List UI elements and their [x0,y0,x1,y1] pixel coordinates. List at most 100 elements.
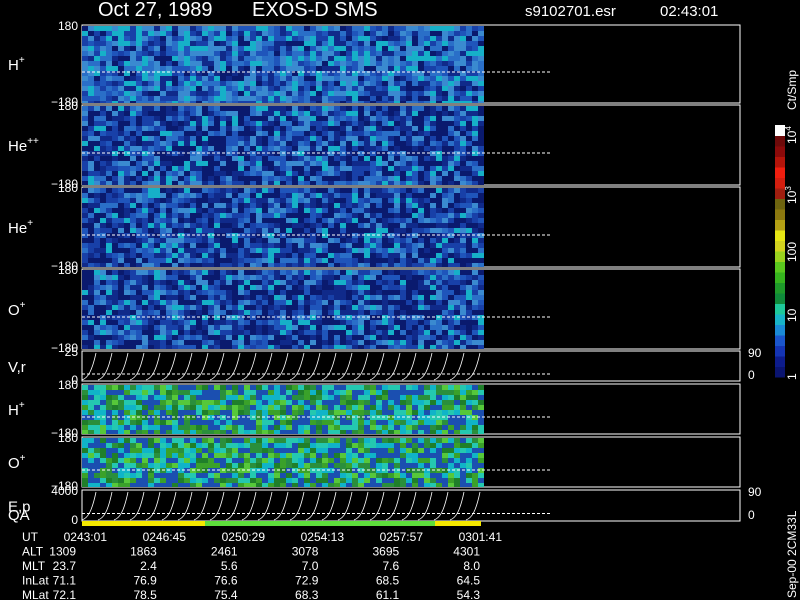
spectrogram-cell [424,258,430,263]
spectrogram-cell [178,300,184,305]
spectrogram-cell [406,340,412,345]
spectrogram-cell [208,96,214,101]
spectrogram-cell [196,86,202,91]
spectrogram-cell [166,420,172,425]
spectrogram-cell [448,415,454,420]
spectrogram-cell [172,410,178,415]
spectrogram-cell [142,310,148,315]
spectrogram-cell [124,345,130,349]
spectrogram-cell [346,300,352,305]
spectrogram-cell [298,106,304,111]
spectrogram-cell [472,101,478,103]
spectrogram-cell [100,310,106,315]
spectrogram-cell [292,71,298,76]
spectrogram-cell [130,181,136,185]
spectrogram-cell [466,203,472,208]
spectrogram-cell [406,96,412,101]
spectrogram-cell [232,146,238,151]
spectrogram-cell [184,305,190,310]
spectrogram-cell [322,46,328,51]
spectrogram-cell [160,270,166,275]
spectrogram-cell [370,166,376,171]
spectrogram-cell [412,315,418,320]
spectrogram-cell [352,300,358,305]
spectrogram-cell [274,420,280,425]
spectrogram-cell [364,243,370,248]
spectrogram-cell [118,198,124,203]
spectrogram-cell [226,181,232,185]
spectrogram-cell [166,126,172,131]
spectrogram-cell [274,325,280,330]
spectrogram-cell [418,310,424,315]
spectrogram-cell [184,66,190,71]
spectrogram-cell [406,136,412,141]
spectrogram-cell [214,300,220,305]
spectrogram-cell [286,405,292,410]
spectrogram-cell [142,248,148,253]
spectrogram-cell [346,141,352,146]
spectrogram-cell [238,290,244,295]
spectrogram-cell [334,430,340,434]
spectrogram-cell [382,61,388,66]
spectrogram-cell [424,223,430,228]
spectrogram-cell [280,111,286,116]
spectrogram-cell [112,136,118,141]
spectrogram-cell [286,280,292,285]
spectrogram-cell [160,66,166,71]
spectrogram-cell [178,36,184,41]
spectrogram-cell [142,253,148,258]
spectrogram-cell [82,171,88,176]
spectrogram-cell [382,300,388,305]
spectrogram-cell [334,325,340,330]
spectrogram-cell [412,126,418,131]
spectrogram-cell [226,61,232,66]
spectrogram-cell [310,46,316,51]
spectrogram-cell [166,270,172,275]
spectrogram-cell [352,146,358,151]
spectrogram-cell [418,36,424,41]
spectrogram-cell [136,243,142,248]
spectrogram-cell [370,285,376,290]
spectrogram-cell [364,161,370,166]
spectrogram-cell [322,101,328,103]
spectrogram-cell [358,66,364,71]
spectrogram-cell [250,430,256,434]
spectrogram-cell [124,275,130,280]
spectrogram-cell [298,410,304,415]
spectrogram-cell [352,275,358,280]
spectrogram-cell [166,390,172,395]
y2-top: 90 [748,346,762,360]
spectrogram-cell [352,176,358,181]
spectrogram-cell [274,131,280,136]
spectrogram-cell [154,171,160,176]
spectrogram-cell [106,61,112,66]
spectrogram-cell [112,193,118,198]
spectrogram-cell [400,41,406,46]
spectrogram-cell [124,46,130,51]
spectrogram-cell [316,248,322,253]
spectrogram-cell [298,320,304,325]
spectrogram-cell [88,111,94,116]
spectrogram-cell [160,116,166,121]
spectrogram-cell [88,258,94,263]
spectrogram-cell [424,410,430,415]
spectrogram-cell [82,203,88,208]
spectrogram-cell [418,248,424,253]
spectrogram-cell [106,76,112,81]
spectrogram-cell [328,405,334,410]
spectrogram-cell [82,390,88,395]
spectrogram-cell [376,270,382,275]
spectrogram-cell [262,36,268,41]
spectrogram-cell [364,425,370,430]
spectrogram-cell [436,300,442,305]
spectrogram-cell [88,325,94,330]
spectrogram-cell [82,181,88,185]
spectrogram-cell [160,218,166,223]
spectrogram-cell [106,310,112,315]
spectrogram-cell [328,188,334,193]
spectrogram-cell [244,223,250,228]
spectrogram-cell [232,218,238,223]
spectrogram-cell [220,320,226,325]
spectrogram-cell [154,51,160,56]
spectrogram-cell [136,345,142,349]
